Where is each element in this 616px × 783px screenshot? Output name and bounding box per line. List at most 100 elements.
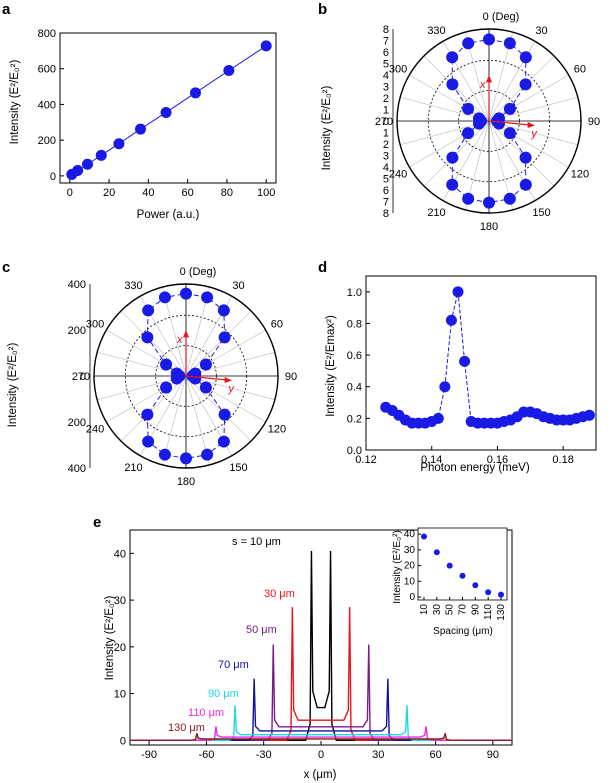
panel-b-point-22 <box>446 51 459 64</box>
panel-e-xtick-label-0: -90 <box>141 749 157 761</box>
panel-c-ylabel: Intensity (E²/E₀²) <box>7 343 19 428</box>
panel-a-chart: Intensity (E²/E₀²) Power (a.u.) 0 20 40 60 8… <box>9 28 277 221</box>
panel-c-angle-label-11: 330 <box>124 280 142 292</box>
panel-c-rtick-top-1: 200 <box>68 325 86 337</box>
panel-label-a: a <box>2 1 11 18</box>
panel-e-series-label-4: 90 μm <box>208 688 239 700</box>
panel-b-angle-label-5: 150 <box>532 207 550 219</box>
panel-c-arrow-y <box>185 375 228 381</box>
panel-d-ytick-label-0: 0.0 <box>347 445 362 457</box>
panel-e-series-6 <box>130 733 512 742</box>
panel-c-arrow-x-head <box>183 330 189 338</box>
panel-c-angle-label-1: 30 <box>232 280 244 292</box>
panel-b-rtick-top-7: 1 <box>383 105 389 117</box>
panel-e-inset-ytick-label-0: 0 <box>409 592 415 603</box>
panel-b-point-14 <box>446 178 459 191</box>
panel-e-xlabel: x (μm) <box>304 769 337 781</box>
panel-b-point-13 <box>462 192 475 205</box>
panel-b-arrow-y <box>488 120 531 126</box>
panel-b-angle-label-6: 180 <box>480 221 498 233</box>
panel-b-rtick-bottom-7: 8 <box>383 208 389 220</box>
panel-c-arrow-y-label: y <box>227 383 235 395</box>
panel-a-frame <box>59 32 277 184</box>
panel-b-rtick-top-1: 7 <box>383 36 389 48</box>
panel-a-point-1 <box>72 165 84 176</box>
panel-label-e: e <box>93 514 101 531</box>
panel-c-point-21 <box>141 331 154 344</box>
panel-b-rtick-top-2: 6 <box>383 47 389 59</box>
panel-b-rtick-bottom-1: 2 <box>383 139 389 151</box>
panel-c-chart: Intensity (E²/E₀²) 0 (Deg) 30 60 90 120 150 18… <box>7 266 297 488</box>
panel-d-xlabel: Photon energy (meV) <box>420 462 529 474</box>
panel-b-angle-label-11: 330 <box>427 25 445 37</box>
panel-c-angle-label-2: 60 <box>271 319 283 331</box>
panel-c-arrow-y-head <box>224 377 232 383</box>
panel-e-ytick-label-3: 30 <box>114 595 126 607</box>
panel-b-rtick-bottom-5: 6 <box>383 185 389 197</box>
panel-b-rtick-top-4: 4 <box>383 70 389 82</box>
panel-e-chart: Intensity (E²/E₀²) x (μm) Intensity (E²/… <box>104 527 513 781</box>
panel-c-angle-label-6: 180 <box>177 476 195 488</box>
panel-c-point-2 <box>217 304 230 317</box>
panel-e-ytick-label-4: 40 <box>114 548 126 560</box>
panel-b-angle-label-3: 90 <box>588 116 600 128</box>
panel-c-spoke-60 <box>185 329 266 377</box>
panel-c-point-3 <box>218 331 231 344</box>
panel-c-point-15 <box>141 408 154 421</box>
panel-c-point-1 <box>201 291 214 304</box>
panel-a-point-7 <box>189 87 201 99</box>
panel-b-rtick-bottom-4: 5 <box>383 174 389 186</box>
panel-c-spoke-315 <box>120 310 187 377</box>
panel-e-xtick-label-4: 30 <box>372 749 384 761</box>
panel-a-ytick-label-3: 600 <box>38 64 56 76</box>
panel-c-point-16 <box>160 381 173 394</box>
panel-b-point-12 <box>483 196 495 209</box>
panel-a-point-4 <box>113 138 125 150</box>
panel-e-series-4 <box>130 705 512 742</box>
panel-d-xtick-label-0: 0.12 <box>355 454 376 466</box>
panel-e-series-label-2: 50 μm <box>246 624 277 636</box>
panel-d-ytick-label-1: 0.2 <box>347 413 362 425</box>
panel-c-arrow-x-label: x <box>176 334 183 346</box>
panel-c-point-20 <box>160 358 173 371</box>
panel-c-point-10 <box>217 435 230 448</box>
panel-d-chart: Photon energy (meV) Intensity (E²/Emax²)… <box>325 275 597 474</box>
panel-c-point-11 <box>201 448 214 461</box>
panel-e-inset-xtick-label-4: 90 <box>470 604 481 616</box>
panel-d-xtick-label-1: 0.14 <box>421 454 442 466</box>
panel-d-xtick-label-2: 0.16 <box>487 454 508 466</box>
panel-d-point-10 <box>445 314 457 326</box>
panel-b-rtick-bottom-3: 4 <box>383 162 389 174</box>
panel-b-rtick-bottom-2: 3 <box>383 151 389 163</box>
panel-e-inset-xtick-label-3: 70 <box>458 604 469 616</box>
panel-e-series-label-6: 130 μm <box>168 722 205 734</box>
panel-d-point-12 <box>459 355 471 367</box>
panel-c-angle-label-9: 270 <box>72 371 90 383</box>
panel-b-angle-label-1: 30 <box>535 25 547 37</box>
panel-c-point-9 <box>218 408 231 421</box>
panel-c-rtick-top-2: 0 <box>80 371 86 383</box>
panel-e-series-label-5: 110 μm <box>188 707 224 719</box>
panel-d-ytick-label-2: 0.4 <box>347 382 362 394</box>
panel-c-outer-ring <box>93 283 279 469</box>
panel-c-angle-label-4: 120 <box>268 424 286 436</box>
panel-d-frame <box>365 275 597 451</box>
panel-b-rtick-top-0: 8 <box>383 24 389 36</box>
panel-c-point-22 <box>142 304 155 317</box>
panel-e-inset-ytick-label-3: 30 <box>404 545 416 556</box>
panel-e-xtick-label-1: -60 <box>198 749 214 761</box>
panel-b-arrow-x-head <box>486 75 492 83</box>
panel-b-point-11 <box>503 192 516 205</box>
panel-e-series-label-1: 30 μm <box>264 588 295 600</box>
panel-c-point-12 <box>180 452 192 465</box>
panel-e-xtick-label-6: 90 <box>487 749 499 761</box>
panel-e-inset-xtick-label-5: 110 <box>483 604 494 620</box>
panel-b-angle-label-4: 120 <box>571 169 589 181</box>
panel-a-ytick-label-4: 800 <box>38 28 56 40</box>
panel-b-point-15 <box>446 151 459 164</box>
panel-c-angle-label-8: 240 <box>86 424 104 436</box>
panel-a-xtick-label-1: 20 <box>103 187 115 199</box>
panel-d-ytick-label-4: 0.8 <box>347 318 362 330</box>
panel-c-angle-label-3: 90 <box>285 371 297 383</box>
panel-c-point-23 <box>158 291 171 304</box>
